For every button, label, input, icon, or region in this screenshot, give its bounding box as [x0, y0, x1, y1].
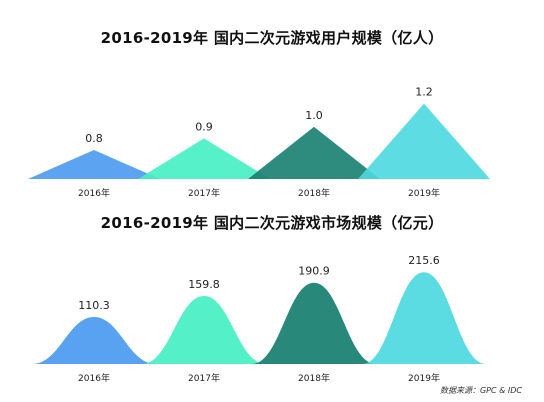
series-shape-2018年 [248, 126, 380, 179]
x-tick-label: 2018年 [298, 187, 330, 199]
data-label: 0.9 [195, 120, 213, 133]
x-tick-label: 2019年 [408, 372, 440, 384]
chart-title-market-scale: 2016-2019年 国内二次元游戏市场规模（亿元） [100, 214, 444, 232]
series-shape-2017年 [142, 295, 266, 364]
x-tick-label: 2017年 [188, 187, 220, 199]
series-shape-2019年 [358, 103, 490, 179]
data-label: 1.2 [415, 86, 433, 99]
series-shape-2017年 [138, 138, 270, 179]
x-tick-label: 2018年 [298, 372, 330, 384]
x-tick-label: 2016年 [78, 187, 110, 199]
series-shape-2018年 [252, 282, 376, 364]
chart-title-user-scale: 2016-2019年 国内二次元游戏用户规模（亿人） [100, 29, 444, 47]
data-label: 110.3 [78, 299, 110, 312]
data-label: 215.6 [408, 254, 440, 267]
data-label: 190.9 [298, 265, 330, 278]
x-tick-label: 2016年 [78, 372, 110, 384]
series-shape-2016年 [28, 150, 160, 179]
data-label: 159.8 [188, 278, 220, 291]
user-scale-chart: 0.8 2016年 0.9 2017年 1.0 2018年 1.2 2019年 [28, 86, 490, 199]
series-shape-2019年 [362, 272, 486, 364]
data-label: 1.0 [305, 109, 323, 122]
series-shape-2016年 [32, 317, 156, 364]
market-scale-chart: 110.3 2016年 159.8 2017年 190.9 2018年 215.6 2019年 [32, 254, 486, 384]
x-tick-label: 2019年 [408, 187, 440, 199]
source-note: 数据来源：GPC & IDC [439, 386, 522, 395]
x-tick-label: 2017年 [188, 372, 220, 384]
data-label: 0.8 [85, 132, 103, 145]
